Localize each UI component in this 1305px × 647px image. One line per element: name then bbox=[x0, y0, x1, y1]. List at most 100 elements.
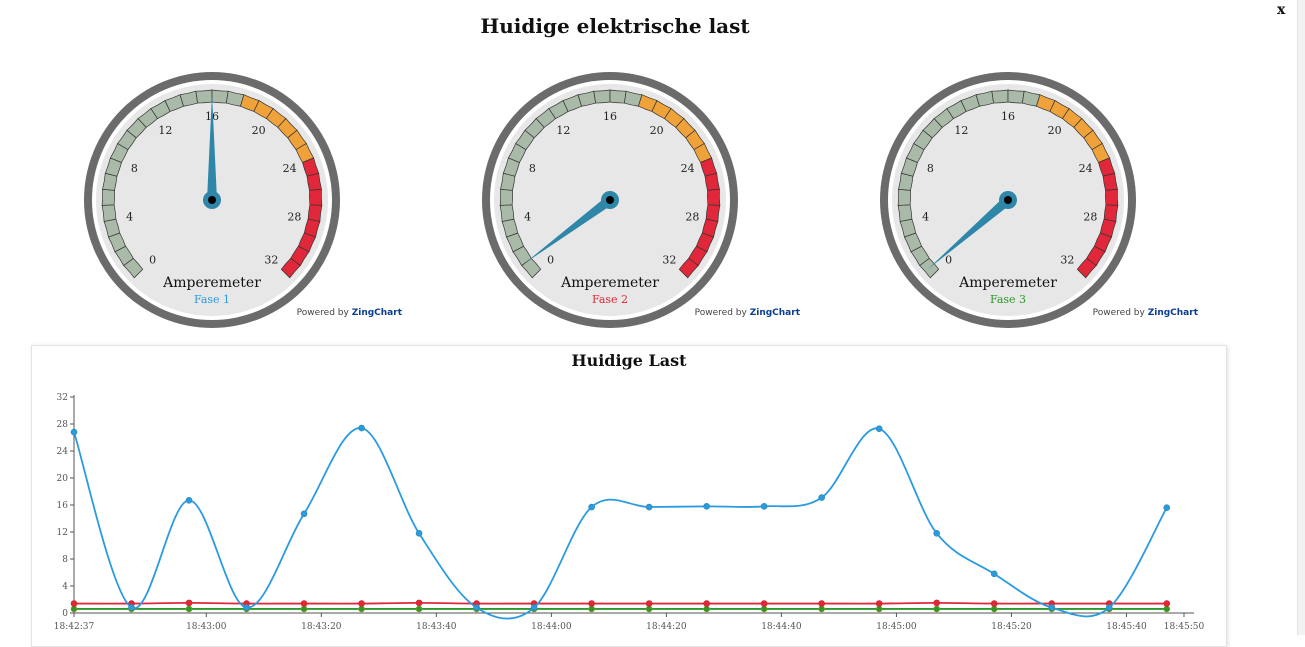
line-chart-svg: Huidige Last 0 4 8 12 16 20 24 28 32 18:42:37 18:43… bbox=[54, 351, 1205, 632]
series-1-point[interactable] bbox=[1105, 604, 1113, 611]
gauge-tick-label: 32 bbox=[264, 253, 278, 266]
series-1-point[interactable] bbox=[70, 428, 78, 436]
series-line-2 bbox=[73, 601, 1167, 605]
series-2-point[interactable] bbox=[760, 600, 768, 607]
gauge-tick-label: 4 bbox=[126, 210, 133, 223]
series-2-point[interactable] bbox=[415, 599, 423, 607]
series-3-point[interactable] bbox=[760, 605, 768, 613]
series-3-point[interactable] bbox=[645, 605, 653, 613]
series-3-point[interactable] bbox=[990, 605, 998, 613]
gauge-scale-segment bbox=[309, 188, 323, 206]
series-1-point[interactable] bbox=[818, 494, 825, 501]
series-2-point[interactable] bbox=[703, 600, 710, 607]
series-3-point[interactable] bbox=[588, 605, 595, 613]
gauge-subtitle: Fase 2 bbox=[592, 293, 628, 306]
series-3-point[interactable] bbox=[185, 605, 193, 613]
y-tick-label: 16 bbox=[57, 501, 69, 511]
series-2-point[interactable] bbox=[818, 600, 825, 607]
gauge-tick-label: 24 bbox=[283, 162, 297, 175]
series-1-point[interactable] bbox=[990, 570, 998, 578]
series-2-point[interactable] bbox=[1163, 600, 1171, 607]
series-2-point[interactable] bbox=[358, 600, 365, 607]
series-3-point[interactable] bbox=[358, 605, 365, 613]
close-button[interactable]: x bbox=[1277, 2, 1286, 18]
gauge-tick-label: 0 bbox=[547, 253, 554, 266]
gauge-scale-segment bbox=[280, 257, 301, 279]
series-2-point[interactable] bbox=[875, 600, 883, 607]
series-3-point[interactable] bbox=[1163, 605, 1171, 613]
gauge-needle bbox=[927, 196, 1012, 270]
powered-by-zingchart[interactable]: Powered by ZingChart bbox=[694, 308, 800, 318]
gauge-tick-label: 28 bbox=[1083, 210, 1097, 223]
powered-by-zingchart[interactable]: Powered by ZingChart bbox=[1092, 308, 1198, 318]
gauge-title: Amperemeter bbox=[162, 275, 261, 291]
series-3-point[interactable] bbox=[933, 605, 940, 613]
gauge-tick-label: 24 bbox=[1079, 162, 1093, 175]
series-2-point[interactable] bbox=[70, 600, 78, 607]
x-tick-label: 18:45:20 bbox=[991, 622, 1032, 632]
series-3-point[interactable] bbox=[415, 605, 423, 613]
series-3-point[interactable] bbox=[818, 605, 825, 613]
y-tick-label: 12 bbox=[57, 528, 68, 538]
x-tick-label: 18:44:40 bbox=[761, 622, 802, 632]
series-1-point[interactable] bbox=[1048, 604, 1056, 611]
gauge-scale-segment bbox=[705, 204, 721, 222]
gauge-tick-label: 28 bbox=[287, 210, 301, 223]
series-2-point[interactable] bbox=[588, 600, 595, 607]
series-2-point[interactable] bbox=[933, 599, 940, 607]
series-1-point[interactable] bbox=[243, 604, 250, 611]
series-3-point[interactable] bbox=[300, 605, 308, 613]
gauge-scale-segment bbox=[609, 89, 627, 104]
series-3-point[interactable] bbox=[703, 605, 710, 613]
gauge-tick-label: 0 bbox=[945, 253, 952, 266]
series-1-point[interactable] bbox=[530, 604, 538, 611]
series-1-point[interactable] bbox=[473, 604, 480, 611]
gauge-scale-segment bbox=[499, 188, 513, 206]
gauge-needle bbox=[524, 195, 613, 264]
series-1-point[interactable] bbox=[875, 425, 883, 433]
line-chart-title: Huidige Last bbox=[571, 351, 687, 370]
series-3-point[interactable] bbox=[70, 605, 78, 613]
gauge-scale-segment bbox=[707, 188, 721, 206]
x-tick-label: 18:44:20 bbox=[646, 622, 687, 632]
gauge-scale-segment bbox=[704, 172, 720, 191]
gauge-scale-segment bbox=[1102, 172, 1118, 191]
y-tick-label: 8 bbox=[62, 555, 68, 565]
series-1-point[interactable] bbox=[1163, 504, 1171, 511]
series-3-point[interactable] bbox=[875, 605, 883, 613]
series-1-point[interactable] bbox=[128, 604, 135, 611]
gauge-needle bbox=[207, 94, 217, 200]
x-tick-label: 18:43:40 bbox=[416, 622, 457, 632]
gauge-tick-label: 32 bbox=[662, 253, 676, 266]
series-2-point[interactable] bbox=[990, 600, 998, 607]
powered-by-zingchart[interactable]: Powered by ZingChart bbox=[296, 308, 402, 318]
series-1-point[interactable] bbox=[645, 503, 653, 511]
y-tick-label: 4 bbox=[62, 582, 68, 592]
gauge-tick-label: 20 bbox=[650, 124, 664, 137]
series-1-point[interactable] bbox=[300, 510, 308, 518]
gauge-tick-label: 8 bbox=[131, 162, 138, 175]
gauge-scale-segment bbox=[195, 89, 213, 104]
page-scrollbar[interactable] bbox=[1297, 0, 1305, 635]
y-tick-label: 0 bbox=[62, 609, 68, 619]
x-tick-label: 18:45:40 bbox=[1106, 622, 1147, 632]
gauge-scale-segment bbox=[1105, 188, 1119, 206]
series-2-point[interactable] bbox=[645, 600, 653, 607]
series-line-1 bbox=[73, 427, 1168, 620]
series-2-point[interactable] bbox=[185, 599, 193, 607]
series-1-point[interactable] bbox=[185, 496, 193, 504]
series-1-point[interactable] bbox=[760, 503, 768, 510]
gauge-tick-label: 28 bbox=[685, 210, 699, 223]
series-1-point[interactable] bbox=[415, 530, 423, 537]
series-1-point[interactable] bbox=[933, 530, 940, 537]
series-1-point[interactable] bbox=[358, 424, 365, 432]
gauge-hub-center bbox=[1004, 196, 1012, 204]
series-1-point[interactable] bbox=[588, 503, 595, 511]
gauge-scale-segment bbox=[101, 188, 115, 206]
series-1-point[interactable] bbox=[703, 503, 710, 510]
gauge-title: Amperemeter bbox=[560, 275, 659, 291]
series-2-point[interactable] bbox=[300, 600, 308, 607]
